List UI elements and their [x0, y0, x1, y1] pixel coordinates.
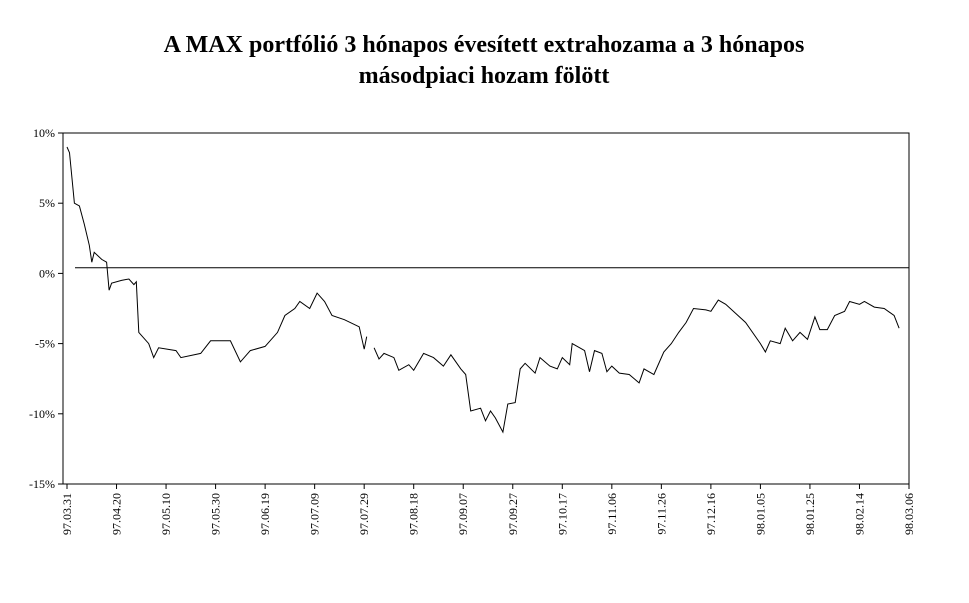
x-tick-label: 98.02.14: [852, 493, 866, 535]
plot-frame: [63, 132, 910, 485]
x-tick-label: 97.05.10: [159, 493, 173, 535]
x-tick-label: 97.12.16: [704, 493, 718, 535]
y-tick-label: 5%: [39, 196, 55, 210]
x-tick-label: 97.11.06: [605, 493, 619, 535]
y-tick-label: -15%: [29, 477, 55, 491]
x-tick-label: 97.10.17: [555, 493, 569, 535]
x-tick-label: 97.11.26: [654, 493, 668, 535]
x-tick-label: 97.09.07: [456, 493, 470, 535]
chart-title: másodpiaci hozam fölött: [359, 63, 610, 89]
x-tick-label: 98.01.05: [753, 493, 767, 535]
x-tick-label: 97.03.31: [60, 493, 74, 535]
x-tick-label: 98.01.25: [803, 493, 817, 535]
line-series: [66, 146, 900, 434]
y-tick-label: -5%: [35, 337, 55, 351]
x-tick-label: 97.08.18: [407, 493, 421, 535]
chart-title: A MAX portfólió 3 hónapos évesített extr…: [164, 32, 805, 58]
x-tick-label: 98.03.06: [902, 493, 916, 535]
x-tick-label: 97.07.09: [308, 493, 322, 535]
x-tick-label: 97.09.27: [506, 493, 520, 535]
y-tick-label: 10%: [33, 126, 55, 140]
y-tick-label: -10%: [29, 407, 55, 421]
x-tick-label: 97.06.19: [258, 493, 272, 535]
x-tick-label: 97.04.20: [110, 493, 124, 535]
x-tick-label: 97.05.30: [209, 493, 223, 535]
x-tick-label: 97.07.29: [357, 493, 371, 535]
y-tick-label: 0%: [39, 266, 55, 280]
